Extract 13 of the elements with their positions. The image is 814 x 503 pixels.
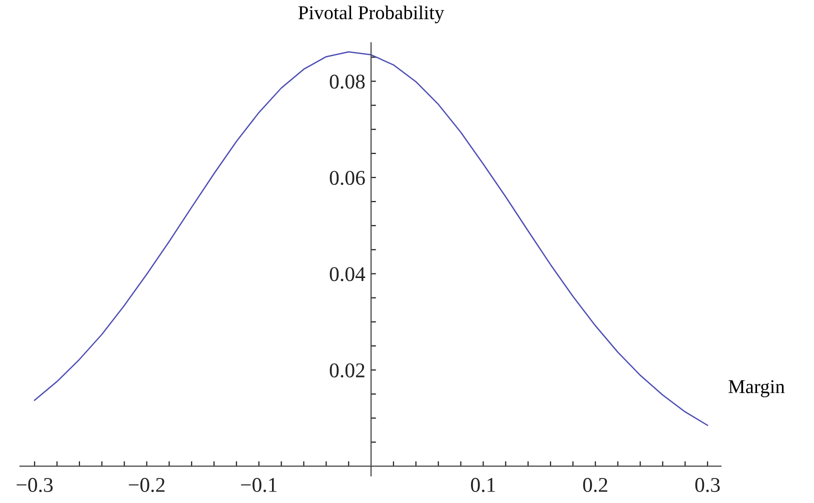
y-axis-title: Pivotal Probability <box>298 6 444 24</box>
x-tick-label: 0.1 <box>470 478 495 492</box>
x-axis-title: Margin <box>728 380 785 398</box>
x-tick-label: −0.3 <box>16 478 53 492</box>
x-tick-label: 0.3 <box>695 478 720 492</box>
line-series <box>34 51 708 426</box>
x-tick-label: −0.1 <box>241 478 277 492</box>
x-tick-label: 0.2 <box>583 478 608 492</box>
y-tick-label: 0.04 <box>330 267 366 282</box>
x-tick-label: −0.2 <box>128 478 164 492</box>
y-tick-label: 0.02 <box>330 363 364 378</box>
y-tick-label: 0.06 <box>330 170 365 186</box>
y-tick-label: 0.08 <box>330 74 365 89</box>
